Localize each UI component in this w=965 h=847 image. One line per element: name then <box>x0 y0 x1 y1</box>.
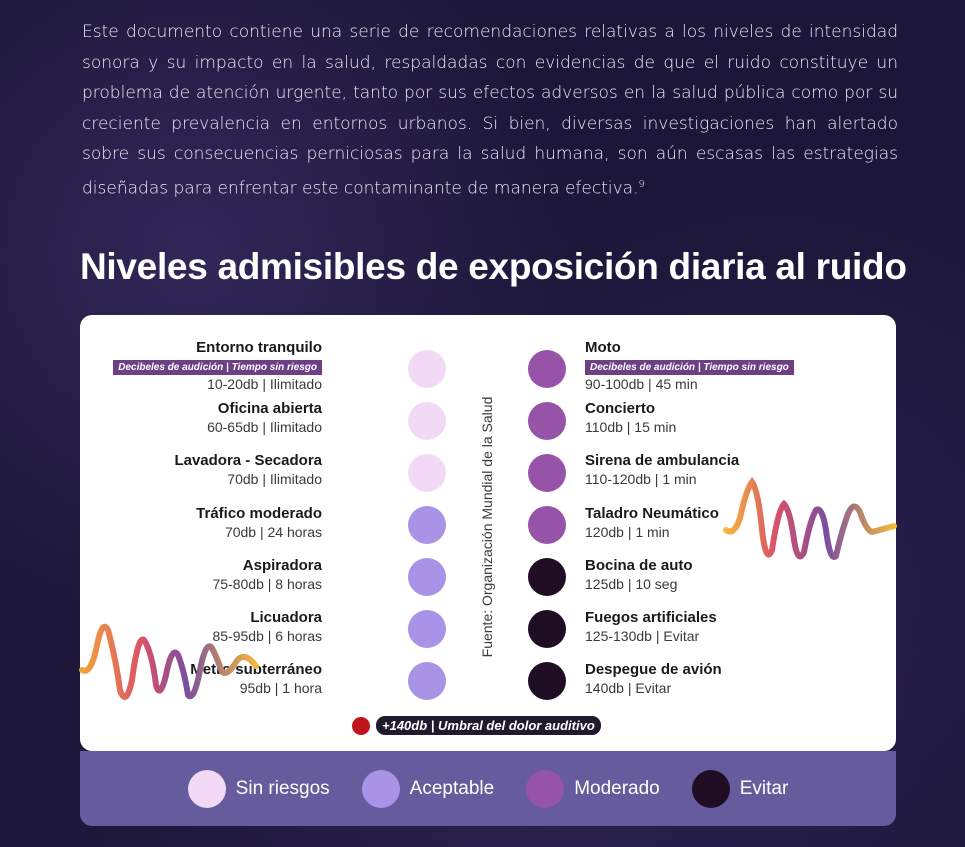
intro-paragraph: Este documento contiene una serie de rec… <box>82 22 898 199</box>
legend-item: Sin riesgos <box>187 769 330 808</box>
entry-name: Oficina abierta <box>217 400 322 417</box>
legend-label: Sin riesgos <box>235 777 330 799</box>
legend-item: Evitar <box>691 769 789 808</box>
level-dot <box>528 402 566 440</box>
legend-dot <box>361 769 400 808</box>
left-entry: Oficina abierta 60-65db | Ilimitado <box>207 400 322 436</box>
entry-name: Lavadora - Secadora <box>174 452 322 469</box>
left-entry: Aspiradora 75-80db | 8 horas <box>213 557 323 593</box>
source-note: Fuente: Organización Mundial de la Salud <box>479 396 495 658</box>
left-entry: Tráfico moderado 70db | 24 horas <box>196 505 322 541</box>
entry-name: Sirena de ambulancia <box>585 452 740 469</box>
level-dot <box>408 506 446 544</box>
legend-dot <box>691 769 730 808</box>
legend-item: Moderado <box>526 769 660 808</box>
pain-threshold: +140db | Umbral del dolor auditivo <box>352 716 601 735</box>
legend-label: Aceptable <box>409 777 495 799</box>
left-entry: Entorno tranquilo Decibeles de audición |… <box>113 339 322 393</box>
right-entry: Concierto 110db | 15 min <box>585 400 676 436</box>
entry-name: Tráfico moderado <box>196 505 322 522</box>
level-dot <box>408 454 446 492</box>
entry-name: Bocina de auto <box>585 557 693 574</box>
entry-value: 125db | 10 seg <box>585 576 678 592</box>
level-dot <box>408 558 446 596</box>
pain-dot <box>352 716 370 735</box>
legend-dot <box>526 769 565 808</box>
legend-label: Evitar <box>739 777 789 799</box>
level-dot <box>528 558 566 596</box>
legend-item: Aceptable <box>361 769 495 808</box>
entry-name: Concierto <box>585 400 656 417</box>
sound-wave-left-icon <box>79 623 259 701</box>
legend-dot <box>187 769 226 808</box>
pain-label: +140db | Umbral del dolor auditivo <box>376 716 601 735</box>
level-dot <box>528 662 566 700</box>
entry-name: Despegue de avión <box>585 661 722 678</box>
footnote-marker: 9 <box>638 178 645 190</box>
level-dot <box>408 610 446 648</box>
level-dot <box>528 454 566 492</box>
entry-name: Aspiradora <box>242 557 322 574</box>
level-dot <box>408 402 446 440</box>
level-dot <box>408 662 446 700</box>
right-entry: Taladro Neumático 120db | 1 min <box>585 505 719 541</box>
entry-value: 60-65db | Ilimitado <box>207 419 322 435</box>
entry-value: 95db | 1 hora <box>239 680 322 696</box>
entry-value: 110db | 15 min <box>585 419 677 435</box>
column-legend-tag: Decibeles de audición | Tiempo sin riesg… <box>113 360 322 375</box>
right-entry: Bocina de auto 125db | 10 seg <box>585 557 693 593</box>
level-dot <box>528 506 566 544</box>
right-entry: Sirena de ambulancia 110-120db | 1 min <box>585 452 739 488</box>
level-dot <box>528 610 566 648</box>
entry-value: 90-100db | 45 min <box>585 376 698 392</box>
page-title: Niveles admisibles de exposición diaria … <box>80 246 907 287</box>
legend-label: Moderado <box>574 777 660 799</box>
level-dot <box>408 350 446 388</box>
entry-value: 70db | 24 horas <box>224 524 322 540</box>
entry-value: 120db | 1 min <box>585 524 670 540</box>
entry-name: Taladro Neumático <box>585 505 719 522</box>
right-entry: Fuegos artificiales 125-130db | Evitar <box>585 609 717 645</box>
entry-value: 110-120db | 1 min <box>585 471 697 487</box>
level-dot <box>528 350 566 388</box>
entry-value: 85-95db | 6 horas <box>212 628 323 644</box>
left-entry: Lavadora - Secadora 70db | Ilimitado <box>174 452 322 488</box>
left-entry: Licuadora 85-95db | 6 horas <box>213 609 323 645</box>
entry-value: 10-20db | Ilimitado <box>207 376 322 392</box>
right-entry: Despegue de avión 140db | Evitar <box>585 661 722 697</box>
sound-wave-right-icon <box>723 476 897 560</box>
legend: Sin riesgos Aceptable Moderado Evitar <box>80 751 896 826</box>
entry-name: Entorno tranquilo <box>196 339 322 356</box>
entry-name: Fuegos artificiales <box>585 609 717 626</box>
entry-value: 140db | Evitar <box>585 680 672 696</box>
entry-value: 75-80db | 8 horas <box>212 576 323 592</box>
entry-value: 70db | Ilimitado <box>227 471 322 487</box>
right-entry: Moto Decibeles de audición | Tiempo sin r… <box>585 339 794 393</box>
entry-value: 125-130db | Evitar <box>585 628 700 644</box>
column-legend-tag: Decibeles de audición | Tiempo sin riesg… <box>585 360 794 375</box>
entry-name: Licuadora <box>250 609 322 626</box>
entry-name: Moto <box>585 339 621 356</box>
